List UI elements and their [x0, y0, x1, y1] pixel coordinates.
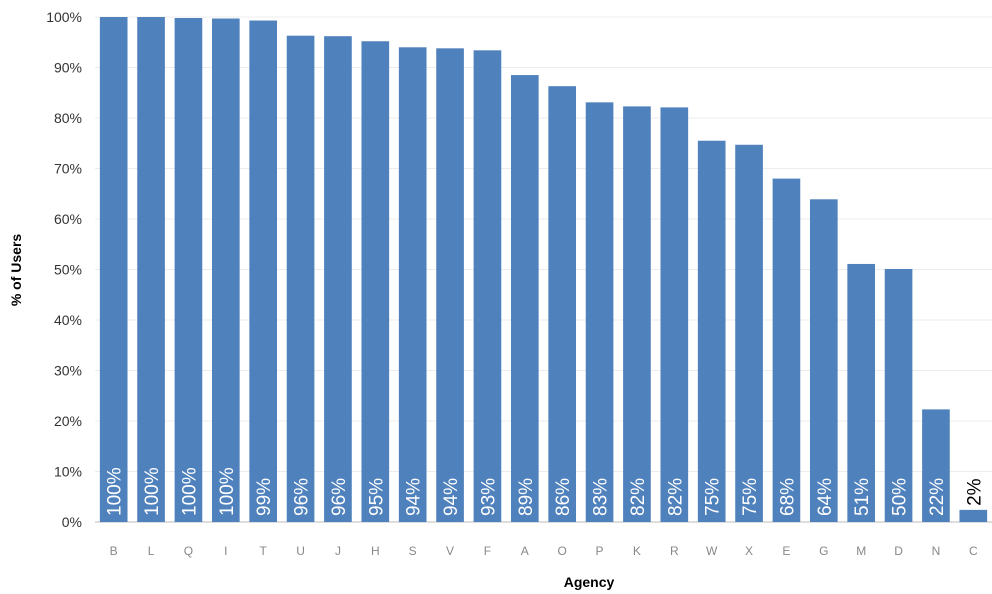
bar-value-label: 96%: [329, 478, 350, 516]
bar: [772, 178, 801, 522]
y-tick-label: 90%: [54, 60, 82, 76]
x-tick-label: M: [856, 544, 866, 558]
bar-value-label: 96%: [292, 478, 313, 516]
bar: [847, 263, 876, 522]
bar-value-label: 51%: [852, 478, 873, 516]
bar: [249, 20, 278, 522]
bar: [174, 18, 203, 522]
y-axis-title: % of Users: [8, 234, 24, 307]
bar: [324, 36, 352, 522]
bar-value-label: 93%: [478, 478, 499, 516]
bar-value-label: 50%: [890, 478, 911, 516]
bar-value-label: 89%: [516, 478, 537, 516]
y-tick-label: 70%: [54, 161, 82, 177]
x-tick-label: C: [969, 544, 978, 558]
bars: [99, 17, 988, 523]
y-tick-label: 100%: [46, 9, 82, 25]
x-tick-label: S: [409, 544, 417, 558]
bar: [473, 50, 502, 523]
x-tick-label: L: [148, 544, 155, 558]
bar-value-label: 75%: [740, 478, 761, 516]
x-tick-label: A: [521, 544, 529, 558]
x-tick-label: E: [782, 544, 790, 558]
bar-value-label: 100%: [179, 467, 200, 516]
x-tick-label: Q: [184, 544, 193, 558]
bar-value-label: 68%: [777, 478, 798, 516]
bar: [585, 102, 614, 522]
x-tick-label: W: [706, 544, 718, 558]
y-tick-label: 80%: [54, 110, 82, 126]
x-tick-label: X: [745, 544, 753, 558]
x-tick-label: D: [894, 544, 903, 558]
x-tick-label: P: [596, 544, 604, 558]
bar-value-label: 100%: [142, 467, 163, 516]
bar-value-labels: 100% 100% 100% 100% 99% 96% 96% 95% 94% 94% 93% 89%…: [105, 467, 986, 516]
bar-value-label: 82%: [628, 478, 649, 516]
bar-value-label: 100%: [217, 467, 238, 516]
bar-value-label: 64%: [815, 478, 836, 516]
x-tick-label: R: [670, 544, 679, 558]
x-tick-label: O: [558, 544, 567, 558]
bar-value-label: 94%: [441, 478, 462, 516]
bar-value-label: 100%: [105, 467, 126, 516]
bar: [660, 107, 689, 523]
x-tick-label: B: [110, 544, 118, 558]
bar: [922, 409, 950, 522]
bar-value-label: 82%: [665, 478, 686, 516]
bar: [211, 18, 240, 522]
bar-value-label: 75%: [703, 478, 724, 516]
bar: [361, 41, 390, 523]
x-tick-label: K: [633, 544, 641, 558]
bar: [697, 140, 726, 522]
bar-value-label: 99%: [254, 478, 275, 516]
y-tick-label: 20%: [54, 413, 82, 429]
bar: [623, 106, 651, 522]
y-tick-label: 50%: [54, 262, 82, 278]
bar-value-label: 22%: [927, 478, 948, 516]
x-tick-label: T: [260, 544, 268, 558]
bar: [286, 35, 315, 523]
bar-value-label: 2%: [964, 478, 985, 506]
x-tick-label: V: [446, 544, 454, 558]
bar-value-label: 94%: [404, 478, 425, 516]
y-tick-label: 0%: [62, 514, 82, 530]
x-tick-label: N: [932, 544, 941, 558]
bar: [548, 86, 577, 522]
x-tick-label: H: [371, 544, 380, 558]
y-axis-ticks: 0% 10% 20% 30% 40% 50% 60% 70% 80% 90% 100%: [46, 9, 82, 530]
y-tick-label: 30%: [54, 363, 82, 379]
bar: [398, 47, 427, 523]
bar: [99, 17, 128, 522]
bar-value-label: 95%: [366, 478, 387, 516]
bar: [735, 144, 763, 522]
bar: [959, 509, 988, 522]
x-tick-label: J: [335, 544, 341, 558]
x-tick-label: F: [484, 544, 491, 558]
bar: [137, 17, 165, 522]
bar-value-label: 83%: [591, 478, 612, 516]
bar-value-label: 86%: [553, 478, 574, 516]
y-tick-label: 40%: [54, 312, 82, 328]
bar: [510, 75, 539, 522]
x-tick-label: G: [819, 544, 828, 558]
bar: [436, 48, 464, 523]
bar: [884, 268, 913, 522]
bar: [809, 199, 838, 522]
y-tick-label: 10%: [54, 464, 82, 480]
gridlines: [95, 16, 992, 523]
y-tick-label: 60%: [54, 211, 82, 227]
x-tick-label: U: [296, 544, 305, 558]
x-tick-label: I: [224, 544, 227, 558]
x-axis-title: Agency: [564, 574, 615, 590]
